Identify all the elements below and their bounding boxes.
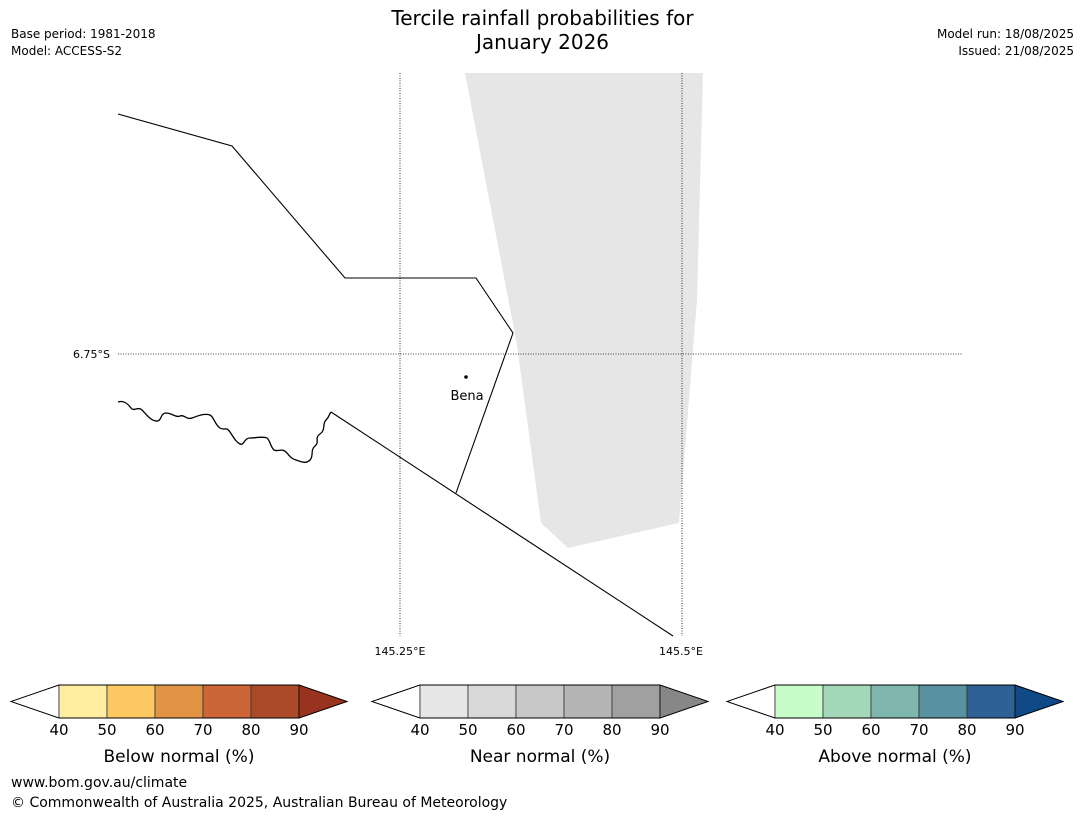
province-boundary-north [117, 113, 514, 494]
near-normal-colorbar-segment [467, 684, 517, 719]
below-normal-colorbar: 40 50 60 70 80 90 Below normal (%) [9, 684, 349, 767]
below-normal-tick-label: 80 [241, 721, 260, 739]
above-normal-colorbar-segment [918, 684, 968, 719]
bena-town-marker [464, 375, 468, 379]
base-period-text: Base period: 1981-2018 [11, 27, 156, 41]
above-normal-colorbar-segment [966, 684, 1016, 719]
province-boundary-south [330, 411, 674, 637]
near-normal-colorbar-title: Near normal (%) [470, 747, 610, 767]
bena-label: Bena [450, 389, 483, 404]
below-normal-colorbar-segment [58, 684, 108, 719]
below-normal-colorbar-segment [202, 684, 252, 719]
below-normal-tick-label: 90 [289, 721, 308, 739]
below-normal-colorbar-outline [9, 684, 349, 719]
near-normal-colorbar: 40 50 60 70 80 90 Near normal (%) [370, 684, 710, 767]
right-metadata: Model run: 18/08/2025 Issued: 21/08/2025 [937, 26, 1074, 60]
below-normal-colorbar-lower-extend [9, 684, 60, 719]
above-normal-tick-label: 40 [765, 721, 784, 739]
above-normal-colorbar: 40 50 60 70 80 90 Above normal (%) [725, 684, 1065, 767]
title-line-2: January 2026 [475, 30, 610, 54]
left-metadata: Base period: 1981-2018 Model: ACCESS-S2 [11, 26, 156, 60]
title-line-1: Tercile rainfall probabilities for [391, 6, 694, 30]
near-normal-colorbar-segment [515, 684, 565, 719]
above-normal-colorbar-segment [774, 684, 824, 719]
above-normal-tick-label: 90 [1005, 721, 1024, 739]
below-normal-colorbar-upper-extend [298, 684, 349, 719]
near-normal-tick-label: 40 [410, 721, 429, 739]
model-text: Model: ACCESS-S2 [11, 44, 123, 58]
near-normal-tick-label: 80 [602, 721, 621, 739]
below-normal-tick-label: 60 [145, 721, 164, 739]
below-normal-tick-label: 70 [193, 721, 212, 739]
map-canvas: Bena 6.75°S 145.25°E 145.5°E [73, 73, 963, 658]
below-normal-colorbar-segment [250, 684, 300, 719]
above-normal-colorbar-lower-extend [725, 684, 776, 719]
footer-url: www.bom.gov.au/climate [11, 775, 188, 791]
river-boundary [117, 400, 332, 463]
above-normal-colorbar-segment [870, 684, 920, 719]
near-normal-colorbar-segment [611, 684, 661, 719]
below-normal-colorbar-segment [154, 684, 204, 719]
near-normal-tick-label: 50 [458, 721, 477, 739]
near-normal-tick-label: 60 [506, 721, 525, 739]
near-normal-colorbar-segment [563, 684, 613, 719]
longitude-label-145-25: 145.25°E [375, 645, 426, 658]
map-title: Tercile rainfall probabilities for Janua… [0, 6, 1085, 54]
below-normal-tick-label: 50 [97, 721, 116, 739]
below-normal-colorbar-segment [106, 684, 156, 719]
above-normal-colorbar-upper-extend [1014, 684, 1065, 719]
latitude-label: 6.75°S [73, 348, 110, 361]
above-normal-colorbar-outline [725, 684, 1065, 719]
near-normal-colorbar-segment [419, 684, 469, 719]
near-normal-tick-label: 90 [650, 721, 669, 739]
above-normal-colorbar-title: Above normal (%) [818, 747, 971, 767]
above-normal-tick-label: 50 [813, 721, 832, 739]
below-normal-colorbar-title: Below normal (%) [104, 747, 255, 767]
above-normal-tick-label: 80 [957, 721, 976, 739]
model-run-text: Model run: 18/08/2025 [936, 27, 1074, 41]
above-normal-tick-label: 70 [909, 721, 928, 739]
near-normal-tick-label: 70 [554, 721, 573, 739]
near-normal-colorbar-upper-extend [659, 684, 710, 719]
above-normal-colorbar-segment [822, 684, 872, 719]
near-normal-probability-region [465, 73, 703, 548]
below-normal-tick-label: 40 [49, 721, 68, 739]
near-normal-colorbar-outline [370, 684, 710, 719]
footer-copyright: © Commonwealth of Australia 2025, Austra… [11, 795, 508, 811]
longitude-label-145-5: 145.5°E [659, 645, 703, 658]
issued-text: Issued: 21/08/2025 [958, 44, 1074, 58]
above-normal-tick-label: 60 [861, 721, 880, 739]
near-normal-colorbar-lower-extend [370, 684, 421, 719]
